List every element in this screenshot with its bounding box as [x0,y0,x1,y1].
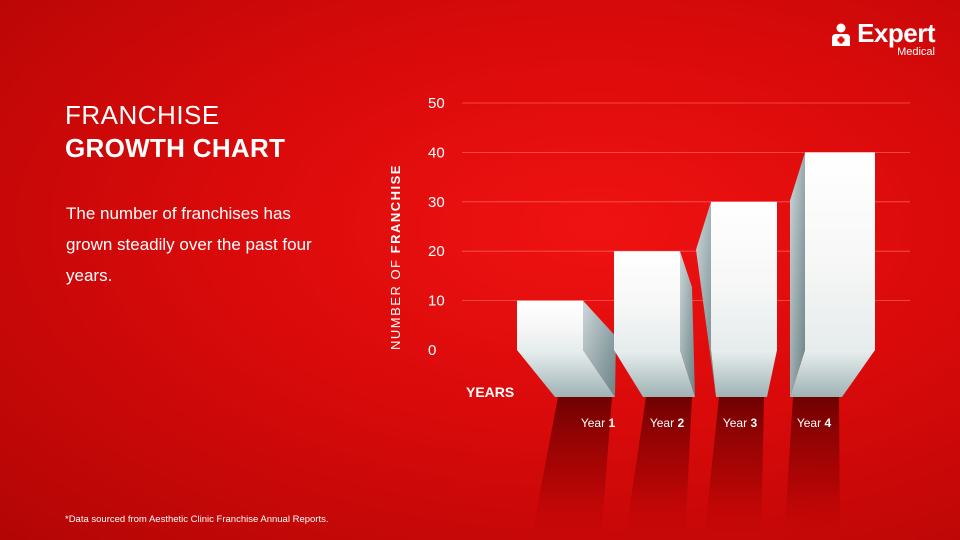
x-tick-number: 4 [824,416,831,430]
bar-side [680,251,695,397]
y-axis-label-bold: FRANCHISE [388,164,403,253]
x-tick-label: Year 1 [581,416,616,430]
y-tick-label: 40 [428,144,445,161]
brand-subtitle: Medical [897,46,935,58]
bar-shadow [625,397,692,540]
x-tick-label: Year 4 [797,416,832,430]
x-tick-label: Year 2 [650,416,685,430]
person-icon [832,23,851,46]
description: The number of franchises has grown stead… [66,204,312,285]
bar-base [614,350,695,397]
brand-logo: Expert Medical [831,20,935,58]
bar-shadow [531,397,612,540]
y-tick-label: 0 [428,342,436,359]
bar-year-2 [614,251,680,350]
x-tick-number: 3 [750,416,757,430]
y-tick-label: 10 [428,293,445,310]
bar-year-1 [517,300,583,350]
shadow-layer [531,397,840,540]
title-line-1: FRANCHISE [65,100,220,130]
x-axis-label: YEARS [466,384,514,400]
bar-base [711,350,777,397]
bar-base [517,350,615,397]
x-tick-prefix: Year [650,416,678,430]
x-tick-number: 2 [677,416,684,430]
bar-layer [517,152,875,397]
x-tick-prefix: Year [581,416,609,430]
bar-shadow [704,397,764,540]
label-layer: 0 10 20 30 40 50 NUMBER OF FRANCHISE YEARS Year … [388,95,831,430]
y-tick-label: 30 [428,194,445,211]
x-tick-label: Year 3 [723,416,758,430]
y-axis-label-normal: NUMBER OF [388,253,403,350]
x-tick-prefix: Year [723,416,751,430]
brand-name: Expert [857,18,935,48]
y-tick-label: 20 [428,243,445,260]
y-axis-label: NUMBER OF FRANCHISE [388,164,403,350]
bar-base [790,350,875,397]
bar-shadow [784,397,840,540]
footnote: *Data sourced from Aesthetic Clinic Fran… [65,514,329,525]
title-line-2: GROWTH CHART [65,133,286,163]
bar-year-4 [805,152,875,350]
bar-year-3 [711,201,777,350]
bar-side [790,152,805,397]
x-tick-prefix: Year [797,416,825,430]
bar-side [583,300,616,397]
y-tick-label: 50 [428,95,445,112]
x-tick-number: 1 [608,416,615,430]
